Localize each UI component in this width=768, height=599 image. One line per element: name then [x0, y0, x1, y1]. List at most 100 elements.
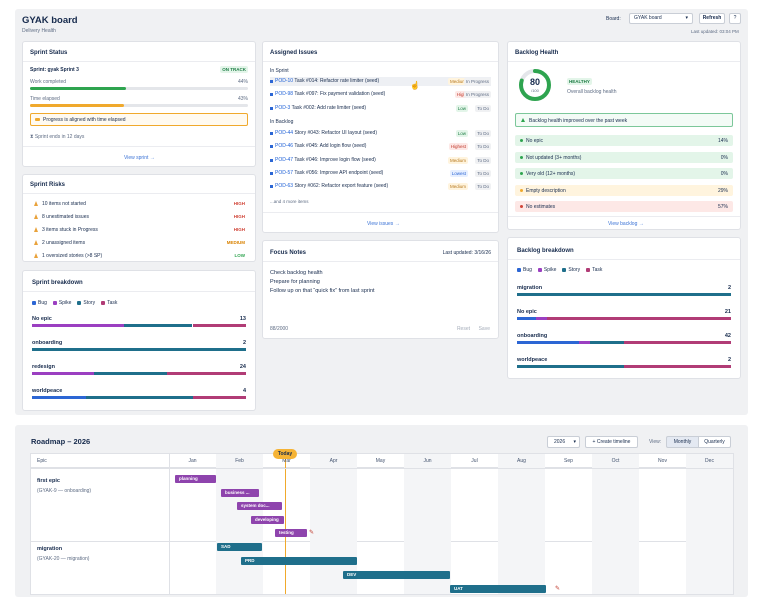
breakdown-segment	[32, 324, 125, 327]
health-metric-label: Empty description	[526, 187, 566, 194]
issue-key[interactable]: POD-98	[275, 91, 294, 98]
health-metric-label: Very old (12+ months)	[526, 171, 576, 177]
hourglass-icon: ⧗	[30, 134, 34, 140]
board-select-value: GYAK board	[634, 15, 662, 21]
task-icon	[270, 80, 273, 83]
timeline-bar[interactable]: DEV	[343, 571, 450, 579]
timeline-bar[interactable]: planning	[175, 475, 216, 483]
epic-name: first epic	[37, 478, 60, 484]
issue-key[interactable]: POD-46	[275, 143, 294, 150]
epic-column-header: Epic	[37, 458, 47, 464]
breakdown-segment	[517, 317, 537, 320]
health-metric: No epic 14%	[515, 135, 733, 146]
month-shade	[592, 454, 639, 594]
priority-badge: Lowest	[449, 169, 468, 177]
timeline-bar[interactable]: testing	[275, 529, 307, 537]
legend-swatch	[77, 300, 82, 305]
status-badge: To Do	[475, 156, 491, 164]
today-marker: Today	[273, 449, 297, 459]
year-value: 2026	[554, 439, 566, 445]
priority-badge: Medium	[447, 156, 468, 164]
edit-icon[interactable]: ✎	[555, 586, 561, 592]
timeline-bar[interactable]: business ...	[221, 489, 259, 497]
legend-swatch	[32, 300, 36, 305]
issue-text: Task #056: Improve API endpoint (seed)	[294, 169, 384, 176]
health-badge: HEALTHY	[567, 78, 592, 85]
status-dot	[520, 205, 523, 208]
focus-notes-textarea[interactable]: Check backlog health Prepare for plannin…	[270, 269, 491, 314]
issue-row[interactable]: POD-47 Task #046: Improve login flow (se…	[270, 156, 491, 165]
sprint-breakdown-legend: Bug Spike Story Task	[32, 300, 123, 306]
priority-badge: Low	[455, 104, 468, 112]
quarterly-view-button[interactable]: Quarterly	[698, 436, 731, 448]
create-timeline-button[interactable]: + Create timeline	[585, 436, 638, 448]
legend-label: Story	[83, 300, 96, 306]
view-backlog-link[interactable]: View backlog →	[608, 221, 644, 227]
issue-row[interactable]: POD-57 Task #056: Improve API endpoint (…	[270, 169, 491, 178]
issue-key[interactable]: POD-44	[275, 130, 294, 136]
more-items: ...and 4 more items	[270, 199, 309, 204]
health-score-max: /100	[531, 88, 539, 93]
risk-item: 3 items stuck in Progress HIGH	[34, 226, 245, 235]
overall-health-label: Overall backlog health	[567, 89, 617, 95]
issue-text: Task #014: Refactor rate limiter (seed)	[294, 78, 380, 84]
year-select[interactable]: 2026 ▾	[547, 436, 580, 448]
breakdown-segment	[517, 365, 624, 368]
issue-summary: POD-57 Task #056: Improve API endpoint (…	[275, 170, 383, 176]
page-subtitle: Delivery Health	[22, 28, 56, 34]
issue-row[interactable]: POD-63 Story #062: Refactor export featu…	[270, 182, 491, 191]
issue-key[interactable]: POD-63	[275, 183, 294, 190]
board-select[interactable]: GYAK board ▾	[629, 13, 693, 24]
edit-icon[interactable]: ✎	[309, 530, 315, 536]
page-title: GYAK board	[22, 15, 78, 26]
legend-item: Spike	[537, 267, 557, 273]
warning-icon	[34, 227, 38, 232]
breakdown-row-name: redesign	[32, 364, 55, 370]
work-bar	[30, 87, 248, 90]
issue-key[interactable]: POD-57	[275, 169, 294, 176]
refresh-button[interactable]: Refresh	[699, 13, 725, 24]
view-issues-link[interactable]: View issues →	[367, 221, 400, 227]
timeline-bar[interactable]: system doc...	[237, 502, 282, 510]
month-shade	[404, 454, 451, 594]
work-pct: 44%	[237, 79, 248, 85]
priority-badge: Highest	[448, 143, 468, 151]
help-button[interactable]: ?	[729, 13, 741, 24]
issue-row[interactable]: POD-44 Story #043: Refactor UI layout (s…	[270, 129, 491, 138]
timeline-bar[interactable]: UAT	[450, 585, 546, 593]
issue-key[interactable]: POD-47	[275, 156, 294, 163]
elapsed-pct: 43%	[237, 96, 248, 102]
breakdown-segment	[192, 324, 246, 327]
health-trend: Backlog health improved over the past we…	[515, 113, 733, 127]
backlog-breakdown-legend: Bug Spike Story Task	[517, 267, 608, 273]
issue-row[interactable]: POD-3 Task #002: Add rate limiter (seed)…	[270, 104, 491, 113]
issue-row[interactable]: POD-98 Task #097: Fix payment validation…	[270, 90, 491, 99]
gantt-chart: Epic first epic (GYAK-9 — onboarding) mi…	[30, 453, 734, 595]
issue-key[interactable]: POD-3	[275, 104, 291, 111]
issue-key[interactable]: POD-10	[275, 78, 294, 84]
timeline-bar[interactable]: PRD	[241, 557, 357, 565]
timeline-bar[interactable]: developing	[251, 516, 284, 524]
status-badge: To Do	[475, 183, 491, 191]
timeline-bar[interactable]: SAD	[217, 543, 262, 551]
issue-row[interactable]: POD-46 Task #045: Add login flow (seed) H…	[270, 142, 491, 151]
risk-severity: LOW	[234, 253, 246, 258]
breakdown-segment	[124, 324, 193, 327]
warning-icon	[34, 240, 38, 245]
elapsed-label: Time elapsed	[30, 96, 60, 102]
view-sprint-link[interactable]: View sprint →	[124, 155, 155, 161]
status-badge: ON TRACK	[220, 66, 248, 73]
issue-row[interactable]: POD-10 Task #014: Refactor rate limiter …	[270, 77, 491, 86]
epic-sub: (GYAK-20 — migration)	[37, 556, 90, 562]
task-icon	[270, 158, 273, 162]
breakdown-segment	[32, 348, 246, 351]
monthly-view-button[interactable]: Monthly	[666, 436, 698, 448]
month-label: May	[375, 458, 386, 464]
month-shade	[498, 454, 545, 594]
risk-severity: HIGH	[233, 227, 245, 232]
legend-item: Bug	[32, 300, 47, 306]
reset-button[interactable]: Reset	[456, 326, 470, 332]
legend-item: Task	[586, 267, 602, 273]
legend-label: Spike	[543, 267, 557, 273]
save-button[interactable]: Save	[478, 326, 490, 332]
